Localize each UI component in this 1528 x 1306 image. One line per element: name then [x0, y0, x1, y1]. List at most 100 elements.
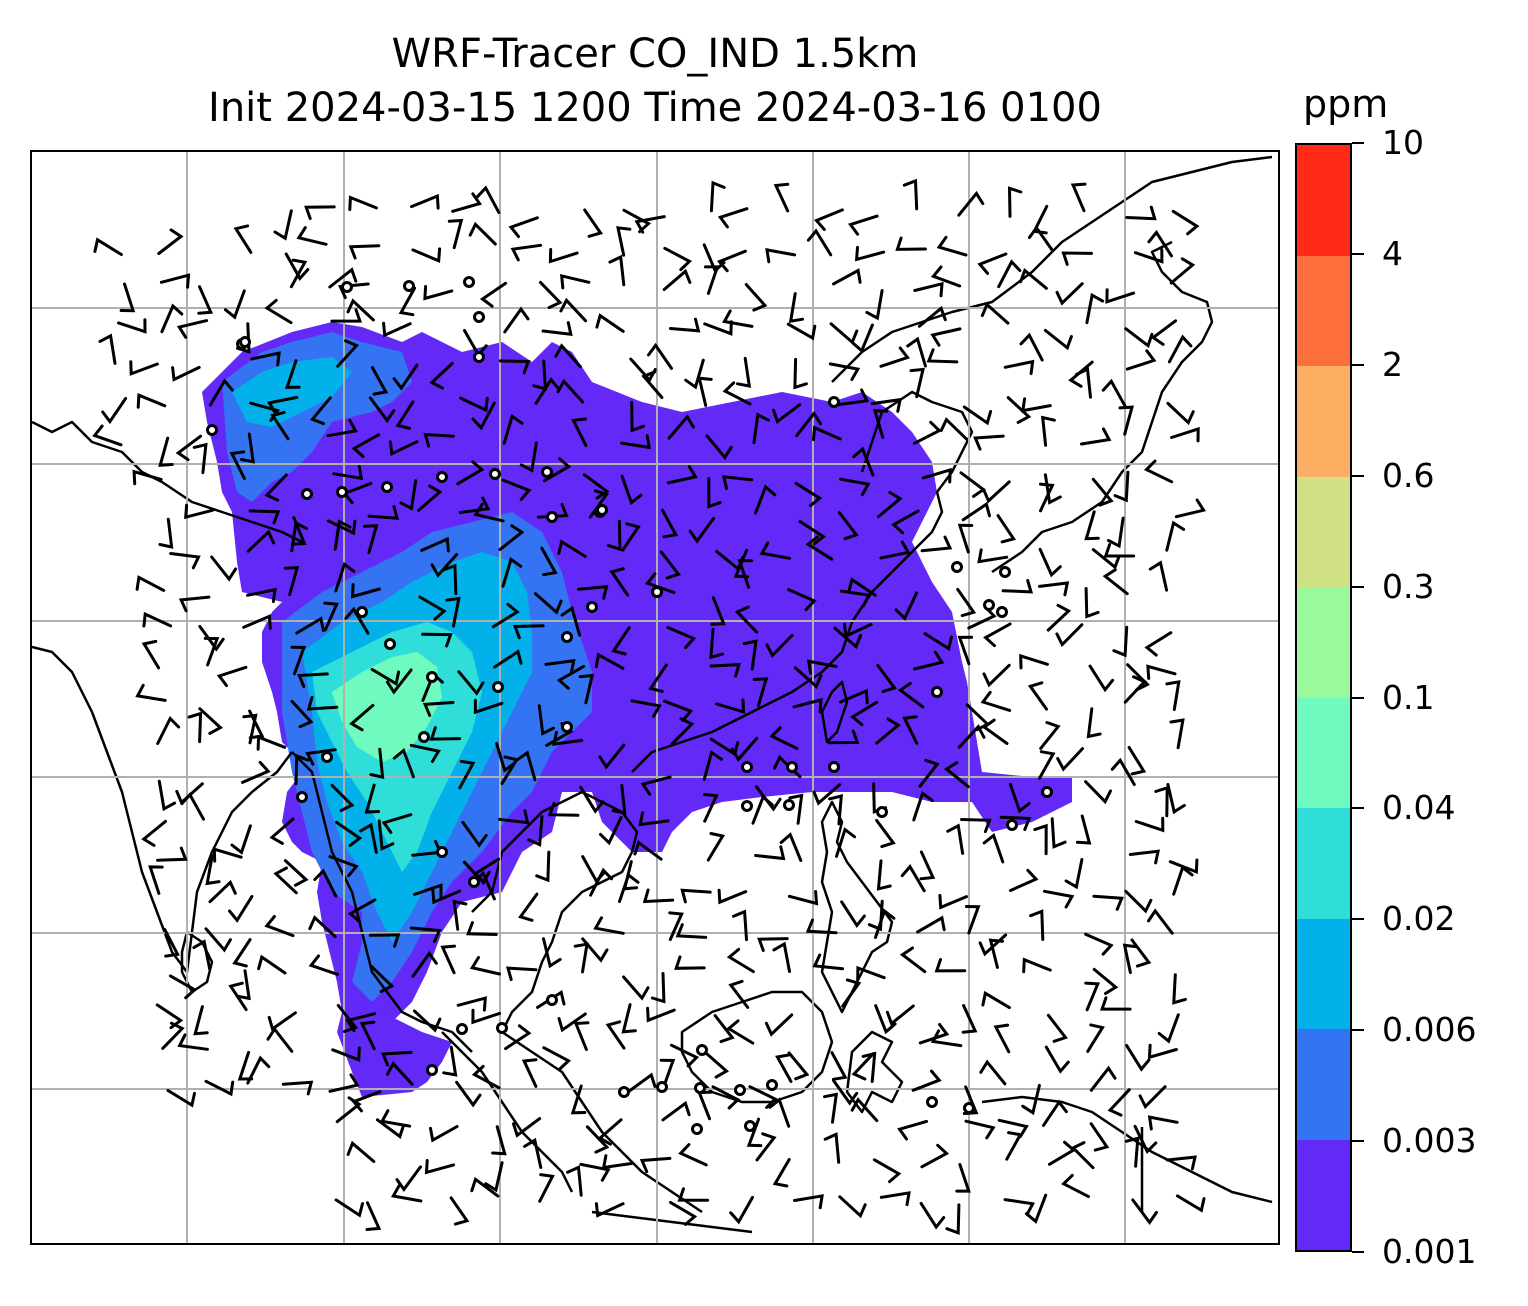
- wind-barb-344: [850, 700, 879, 727]
- wind-barb-413: [599, 816, 623, 846]
- wind-barb-149: [1101, 378, 1127, 408]
- wind-barb-549: [1084, 981, 1100, 1012]
- wind-barb-317: [793, 666, 823, 690]
- calm-circle-58: [301, 488, 313, 500]
- wind-barb-528: [193, 1005, 209, 1036]
- wind-barb-560: [504, 1024, 532, 1051]
- wind-barb-439: [633, 840, 663, 861]
- wind-barb-238: [621, 522, 641, 552]
- wind-barb-630: [639, 1156, 672, 1174]
- wind-barb-65: [865, 289, 884, 321]
- wind-barb-467: [787, 890, 819, 906]
- wind-barb-14: [848, 214, 879, 236]
- colorbar-tick-4: [1352, 807, 1364, 810]
- wind-barb-92: [917, 305, 947, 328]
- wind-barb-32: [548, 248, 579, 264]
- wind-barb-13: [813, 208, 844, 231]
- wind-barb-504: [235, 969, 251, 1001]
- wind-barb-604: [379, 1109, 412, 1128]
- wind-barb-48: [159, 273, 191, 289]
- wind-barb-419: [875, 818, 896, 849]
- wind-barb-550: [1099, 996, 1132, 1011]
- wind-barb-266: [737, 559, 754, 589]
- wind-barb-114: [736, 356, 752, 388]
- wind-barb-624: [395, 1165, 422, 1192]
- wind-barb-569: [851, 1052, 875, 1081]
- wind-barb-570: [918, 1023, 950, 1045]
- wind-barb-487: [581, 937, 609, 963]
- wind-barb-147: [1021, 397, 1052, 413]
- wind-barb-300: [1112, 625, 1129, 658]
- wind-barb-502: [168, 974, 198, 1000]
- wind-barb-21: [1171, 209, 1200, 236]
- calm-circle-36: [456, 1023, 468, 1035]
- wind-barb-38: [806, 228, 833, 257]
- wind-barb-603: [375, 1118, 406, 1139]
- wind-barb-474: [1092, 894, 1124, 911]
- wind-barb-219: [877, 490, 903, 519]
- wind-barb-583: [386, 1061, 414, 1086]
- wind-barb-183: [399, 479, 418, 511]
- wind-barb-521: [934, 958, 967, 973]
- calm-circle-56: [321, 751, 333, 763]
- wind-barb-420: [912, 790, 934, 822]
- wind-barb-267: [787, 588, 817, 612]
- wind-barb-656: [879, 1191, 911, 1207]
- wind-barb-514: [650, 972, 666, 1004]
- calm-circle-6: [473, 351, 485, 363]
- wind-barb-124: [1167, 334, 1193, 364]
- wind-barb-4: [451, 192, 483, 213]
- wind-barb-193: [839, 477, 871, 497]
- wind-barb-154: [240, 432, 255, 464]
- wind-barb-310: [493, 649, 523, 669]
- wind-barb-515: [674, 955, 706, 970]
- wind-barb-252: [135, 575, 166, 592]
- wind-barb-355: [256, 735, 287, 751]
- wind-barb-649: [566, 1165, 583, 1197]
- wind-barb-170: [912, 420, 942, 445]
- wind-barb-356: [305, 748, 337, 766]
- wind-barb-401: [1166, 783, 1186, 815]
- wind-barb-542: [764, 1013, 794, 1037]
- wind-barb-554: [237, 1050, 254, 1081]
- wind-barb-373: [1039, 721, 1061, 750]
- wind-barb-343: [839, 688, 869, 705]
- wind-barb-507: [370, 965, 395, 993]
- wind-barb-432: [359, 822, 378, 854]
- wind-barb-7: [583, 208, 604, 238]
- wind-barb-563: [605, 1020, 626, 1050]
- colorbar-tick-5: [1352, 696, 1364, 699]
- wind-barb-600: [1107, 1088, 1131, 1117]
- colorbar-tick-1: [1352, 1140, 1364, 1143]
- wind-barb-471: [938, 894, 968, 910]
- wind-barb-567: [787, 1051, 810, 1081]
- wind-barb-466: [717, 888, 748, 905]
- wind-barb-654: [793, 1194, 824, 1210]
- wind-barb-652: [677, 1187, 710, 1202]
- calm-circle-55: [828, 761, 840, 773]
- colorbar-label-6: 0.3: [1382, 566, 1435, 606]
- wind-barb-575: [1125, 1043, 1151, 1072]
- wind-barb-547: [981, 990, 1011, 1010]
- wind-barb-661: [1061, 1173, 1090, 1199]
- coastline-korea: [860, 390, 974, 493]
- wind-barb-387: [579, 785, 605, 814]
- wind-barb-306: [297, 672, 329, 689]
- wind-barb-617: [964, 1119, 996, 1140]
- wind-barb-75: [176, 319, 209, 339]
- map-panel: [30, 150, 1280, 1245]
- wind-barb-69: [1019, 268, 1048, 290]
- wind-barb-651: [669, 1200, 698, 1226]
- wind-barb-177: [132, 469, 163, 486]
- wind-barb-606: [491, 1125, 507, 1156]
- wind-barb-530: [267, 1011, 297, 1032]
- wind-barb-117: [879, 346, 910, 368]
- wind-barb-648: [538, 1173, 555, 1203]
- colorbar-unit: ppm: [1303, 82, 1389, 126]
- wind-barb-173: [1040, 415, 1056, 447]
- wind-barb-67: [930, 265, 962, 288]
- wind-barb-64: [832, 268, 862, 286]
- wind-barb-506: [308, 954, 340, 976]
- colorbar-segment-6: [1297, 476, 1350, 587]
- wind-barb-194: [852, 446, 875, 477]
